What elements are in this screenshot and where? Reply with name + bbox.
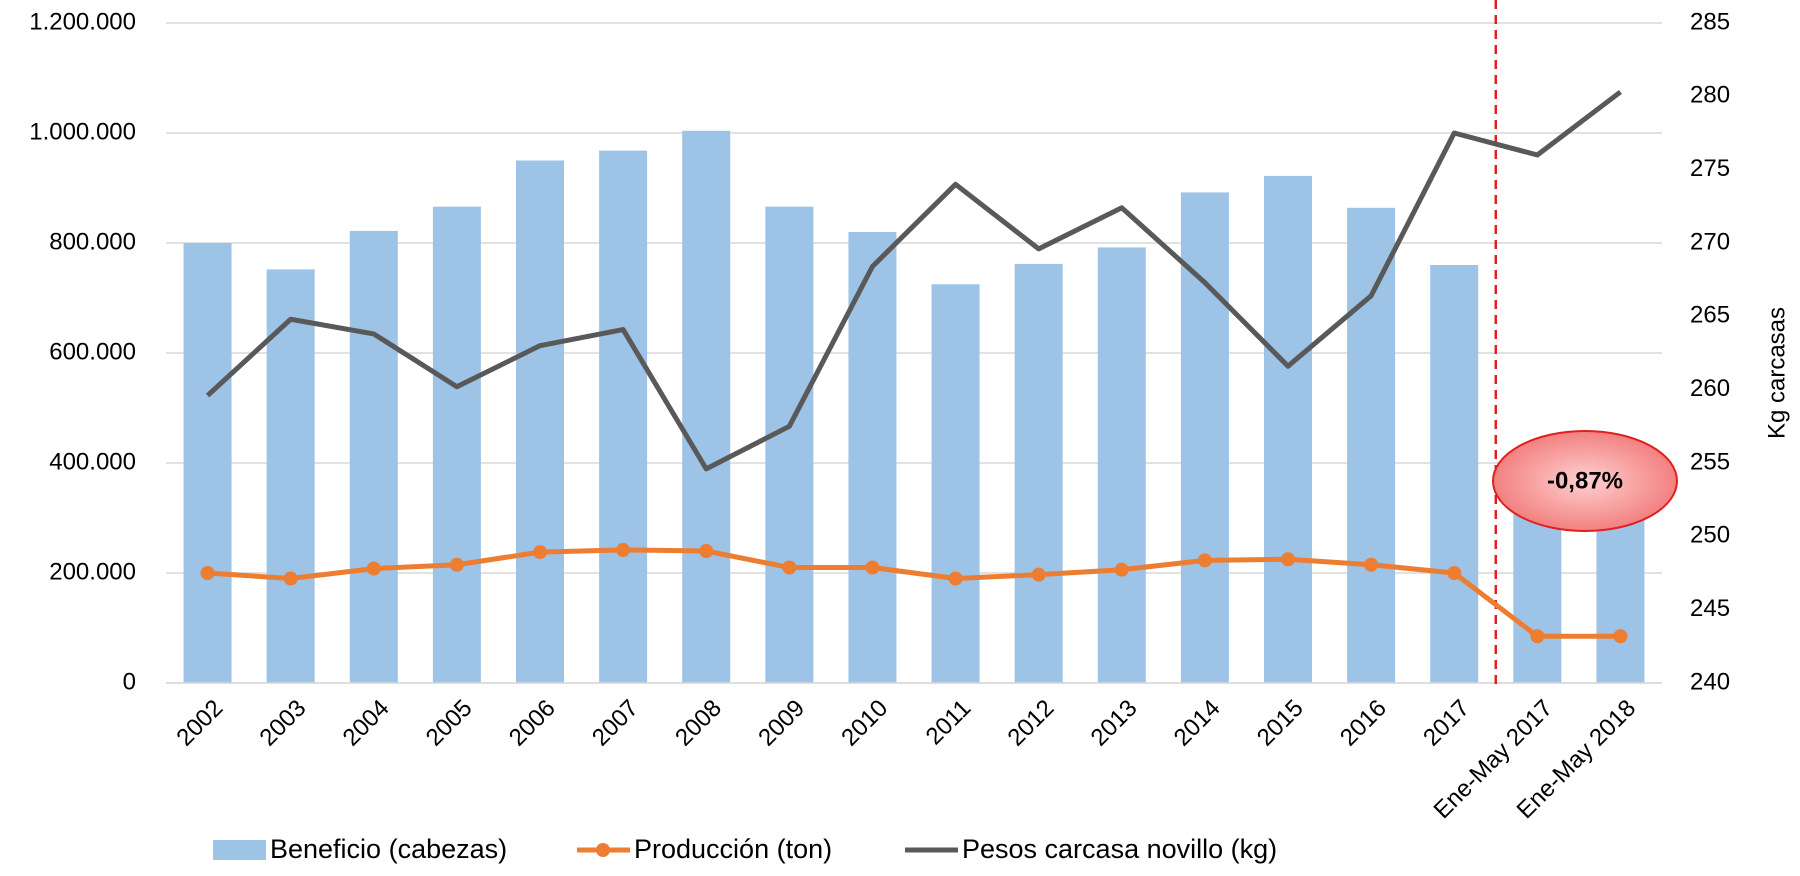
x-tick-label: 2007 xyxy=(587,695,644,752)
bar xyxy=(1264,175,1312,683)
y-tick-label: 600.000 xyxy=(49,338,136,365)
marker xyxy=(699,544,714,558)
x-tick-label: 2012 xyxy=(1003,695,1060,752)
marker xyxy=(1031,567,1046,582)
marker xyxy=(1364,557,1379,572)
bar xyxy=(266,269,315,683)
line xyxy=(205,89,1622,472)
y2-tick-label: 250 xyxy=(1690,522,1730,549)
x-tick-label: 2013 xyxy=(1086,695,1143,752)
bar xyxy=(432,206,481,683)
y2-tick-label: 270 xyxy=(1690,228,1730,255)
x-tick-label: 2017 xyxy=(1418,695,1475,752)
marker xyxy=(1530,629,1545,644)
annotation-bubble xyxy=(1492,430,1678,532)
y-tick-label: 800.000 xyxy=(49,228,136,255)
y2-tick-label: 265 xyxy=(1690,302,1730,329)
y2-tick-label: 275 xyxy=(1690,155,1730,182)
x-tick-label: 2011 xyxy=(921,695,977,751)
x-tick-label: 2015 xyxy=(1252,695,1309,752)
marker xyxy=(283,571,298,586)
x-tick-label: 2003 xyxy=(255,695,312,752)
bar xyxy=(1014,263,1063,683)
x-tick-label: 2010 xyxy=(836,695,893,752)
annotation: -0,87% xyxy=(1547,467,1623,494)
y2-axis-title: Kg carcasas xyxy=(1763,307,1790,439)
bar xyxy=(1430,265,1479,683)
x-tick-label: 2005 xyxy=(421,695,478,752)
y2-tick-label: 240 xyxy=(1690,668,1730,695)
y-tick-label: 200.000 xyxy=(49,558,136,585)
legend-label: Producción (ton) xyxy=(634,834,832,864)
legend-swatch xyxy=(213,840,266,860)
y2-tick-label: 280 xyxy=(1690,82,1730,109)
x-tick-label: 2002 xyxy=(171,695,228,752)
marker xyxy=(533,545,547,560)
marker xyxy=(200,566,215,580)
bar xyxy=(349,230,398,683)
bar xyxy=(1513,507,1562,683)
y-tick-label: 1.000.000 xyxy=(29,118,136,145)
legend-label: Pesos carcasa novillo (kg) xyxy=(962,834,1277,864)
legend-label: Beneficio (cabezas) xyxy=(270,834,507,864)
marker xyxy=(1281,552,1295,567)
x-tick-label: 2016 xyxy=(1335,695,1392,752)
bar xyxy=(682,130,731,684)
x-tick-label: 2009 xyxy=(753,695,810,752)
marker xyxy=(616,542,631,557)
x-tick-label: 2008 xyxy=(670,695,727,752)
bar xyxy=(1180,192,1229,683)
marker xyxy=(948,571,963,586)
bar xyxy=(765,206,814,683)
x-tick-label: 2004 xyxy=(338,695,395,752)
marker xyxy=(865,560,880,575)
y-tick-label: 1.200.000 xyxy=(29,8,136,35)
y-tick-label: 0 xyxy=(123,668,136,695)
marker xyxy=(782,560,797,575)
bar xyxy=(599,150,648,684)
bar xyxy=(1097,247,1146,683)
bar xyxy=(516,160,564,683)
legend-marker xyxy=(596,843,610,857)
y2-tick-label: 260 xyxy=(1690,375,1730,402)
bar xyxy=(931,284,980,683)
marker xyxy=(1197,553,1212,568)
y-tick-label: 400.000 xyxy=(49,448,136,475)
marker xyxy=(1114,562,1129,577)
bar xyxy=(848,232,897,683)
bar xyxy=(183,243,232,683)
y2-tick-label: 285 xyxy=(1690,8,1730,35)
marker xyxy=(366,561,381,576)
line xyxy=(207,547,1621,639)
marker xyxy=(1613,629,1628,644)
bar xyxy=(1596,508,1645,683)
bar xyxy=(1347,207,1396,684)
x-tick-label: 2006 xyxy=(504,695,561,752)
marker xyxy=(1447,566,1462,580)
marker xyxy=(449,557,464,572)
y2-tick-label: 255 xyxy=(1690,448,1730,475)
y2-tick-label: 245 xyxy=(1690,595,1730,622)
x-tick-label: 2014 xyxy=(1169,695,1226,752)
